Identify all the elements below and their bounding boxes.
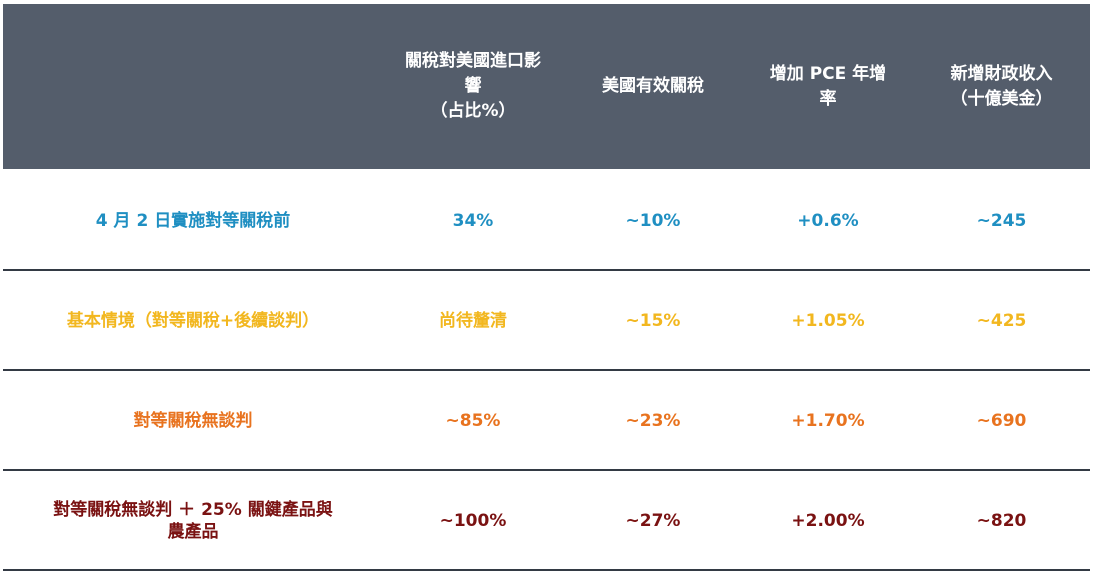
import-share-cell: 34% bbox=[452, 211, 494, 231]
effective-tariff-cell: ~27% bbox=[625, 511, 681, 531]
import-share-cell: ~85% bbox=[445, 411, 501, 431]
table-row: 對等關稅無談判 ~85% ~23% +1.70% ~690 bbox=[3, 371, 1090, 471]
header-pce-increase: 增加 PCE 年增 率 bbox=[769, 63, 887, 109]
fiscal-revenue-cell: ~425 bbox=[976, 311, 1027, 331]
table-row: 對等關稅無談判 ＋ 25% 關鍵產品與 農產品 ~100% ~27% +2.00… bbox=[3, 471, 1090, 571]
import-share-cell: 尚待釐清 bbox=[439, 311, 507, 331]
pce-increase-cell: +1.70% bbox=[791, 411, 865, 431]
effective-tariff-cell: ~10% bbox=[625, 211, 681, 231]
import-share-cell: ~100% bbox=[439, 511, 507, 531]
table-row: 基本情境（對等關稅+後續談判） 尚待釐清 ~15% +1.05% ~425 bbox=[3, 271, 1090, 371]
header-fiscal-revenue: 新增財政收入 （十億美金） bbox=[950, 63, 1053, 109]
fiscal-revenue-cell: ~245 bbox=[976, 211, 1027, 231]
scenario-cell: 4 月 2 日實施對等關稅前 bbox=[95, 211, 291, 231]
header-scenario-cell bbox=[3, 4, 383, 169]
pce-increase-cell: +0.6% bbox=[797, 211, 859, 231]
table-header bbox=[3, 4, 1090, 169]
header-import-share: 關稅對美國進口影 響 （占比%） bbox=[405, 51, 541, 121]
row-divider bbox=[3, 269, 1090, 271]
pce-increase-cell: +2.00% bbox=[791, 511, 865, 531]
fiscal-revenue-cell: ~690 bbox=[976, 411, 1027, 431]
row-divider bbox=[3, 469, 1090, 471]
fiscal-revenue-cell: ~820 bbox=[976, 511, 1027, 531]
row-divider bbox=[3, 369, 1090, 371]
header-effective-tariff: 美國有效關稅 bbox=[602, 76, 704, 96]
row-divider bbox=[3, 569, 1090, 571]
scenario-cell: 基本情境（對等關稅+後續談判） bbox=[66, 311, 320, 331]
scenario-cell: 對等關稅無談判 ＋ 25% 關鍵產品與 農產品 bbox=[53, 500, 333, 542]
pce-increase-cell: +1.05% bbox=[791, 311, 865, 331]
effective-tariff-cell: ~23% bbox=[625, 411, 681, 431]
table-row: 4 月 2 日實施對等關稅前 34% ~10% +0.6% ~245 bbox=[3, 171, 1090, 271]
scenario-cell: 對等關稅無談判 bbox=[133, 411, 253, 431]
effective-tariff-cell: ~15% bbox=[625, 311, 681, 331]
